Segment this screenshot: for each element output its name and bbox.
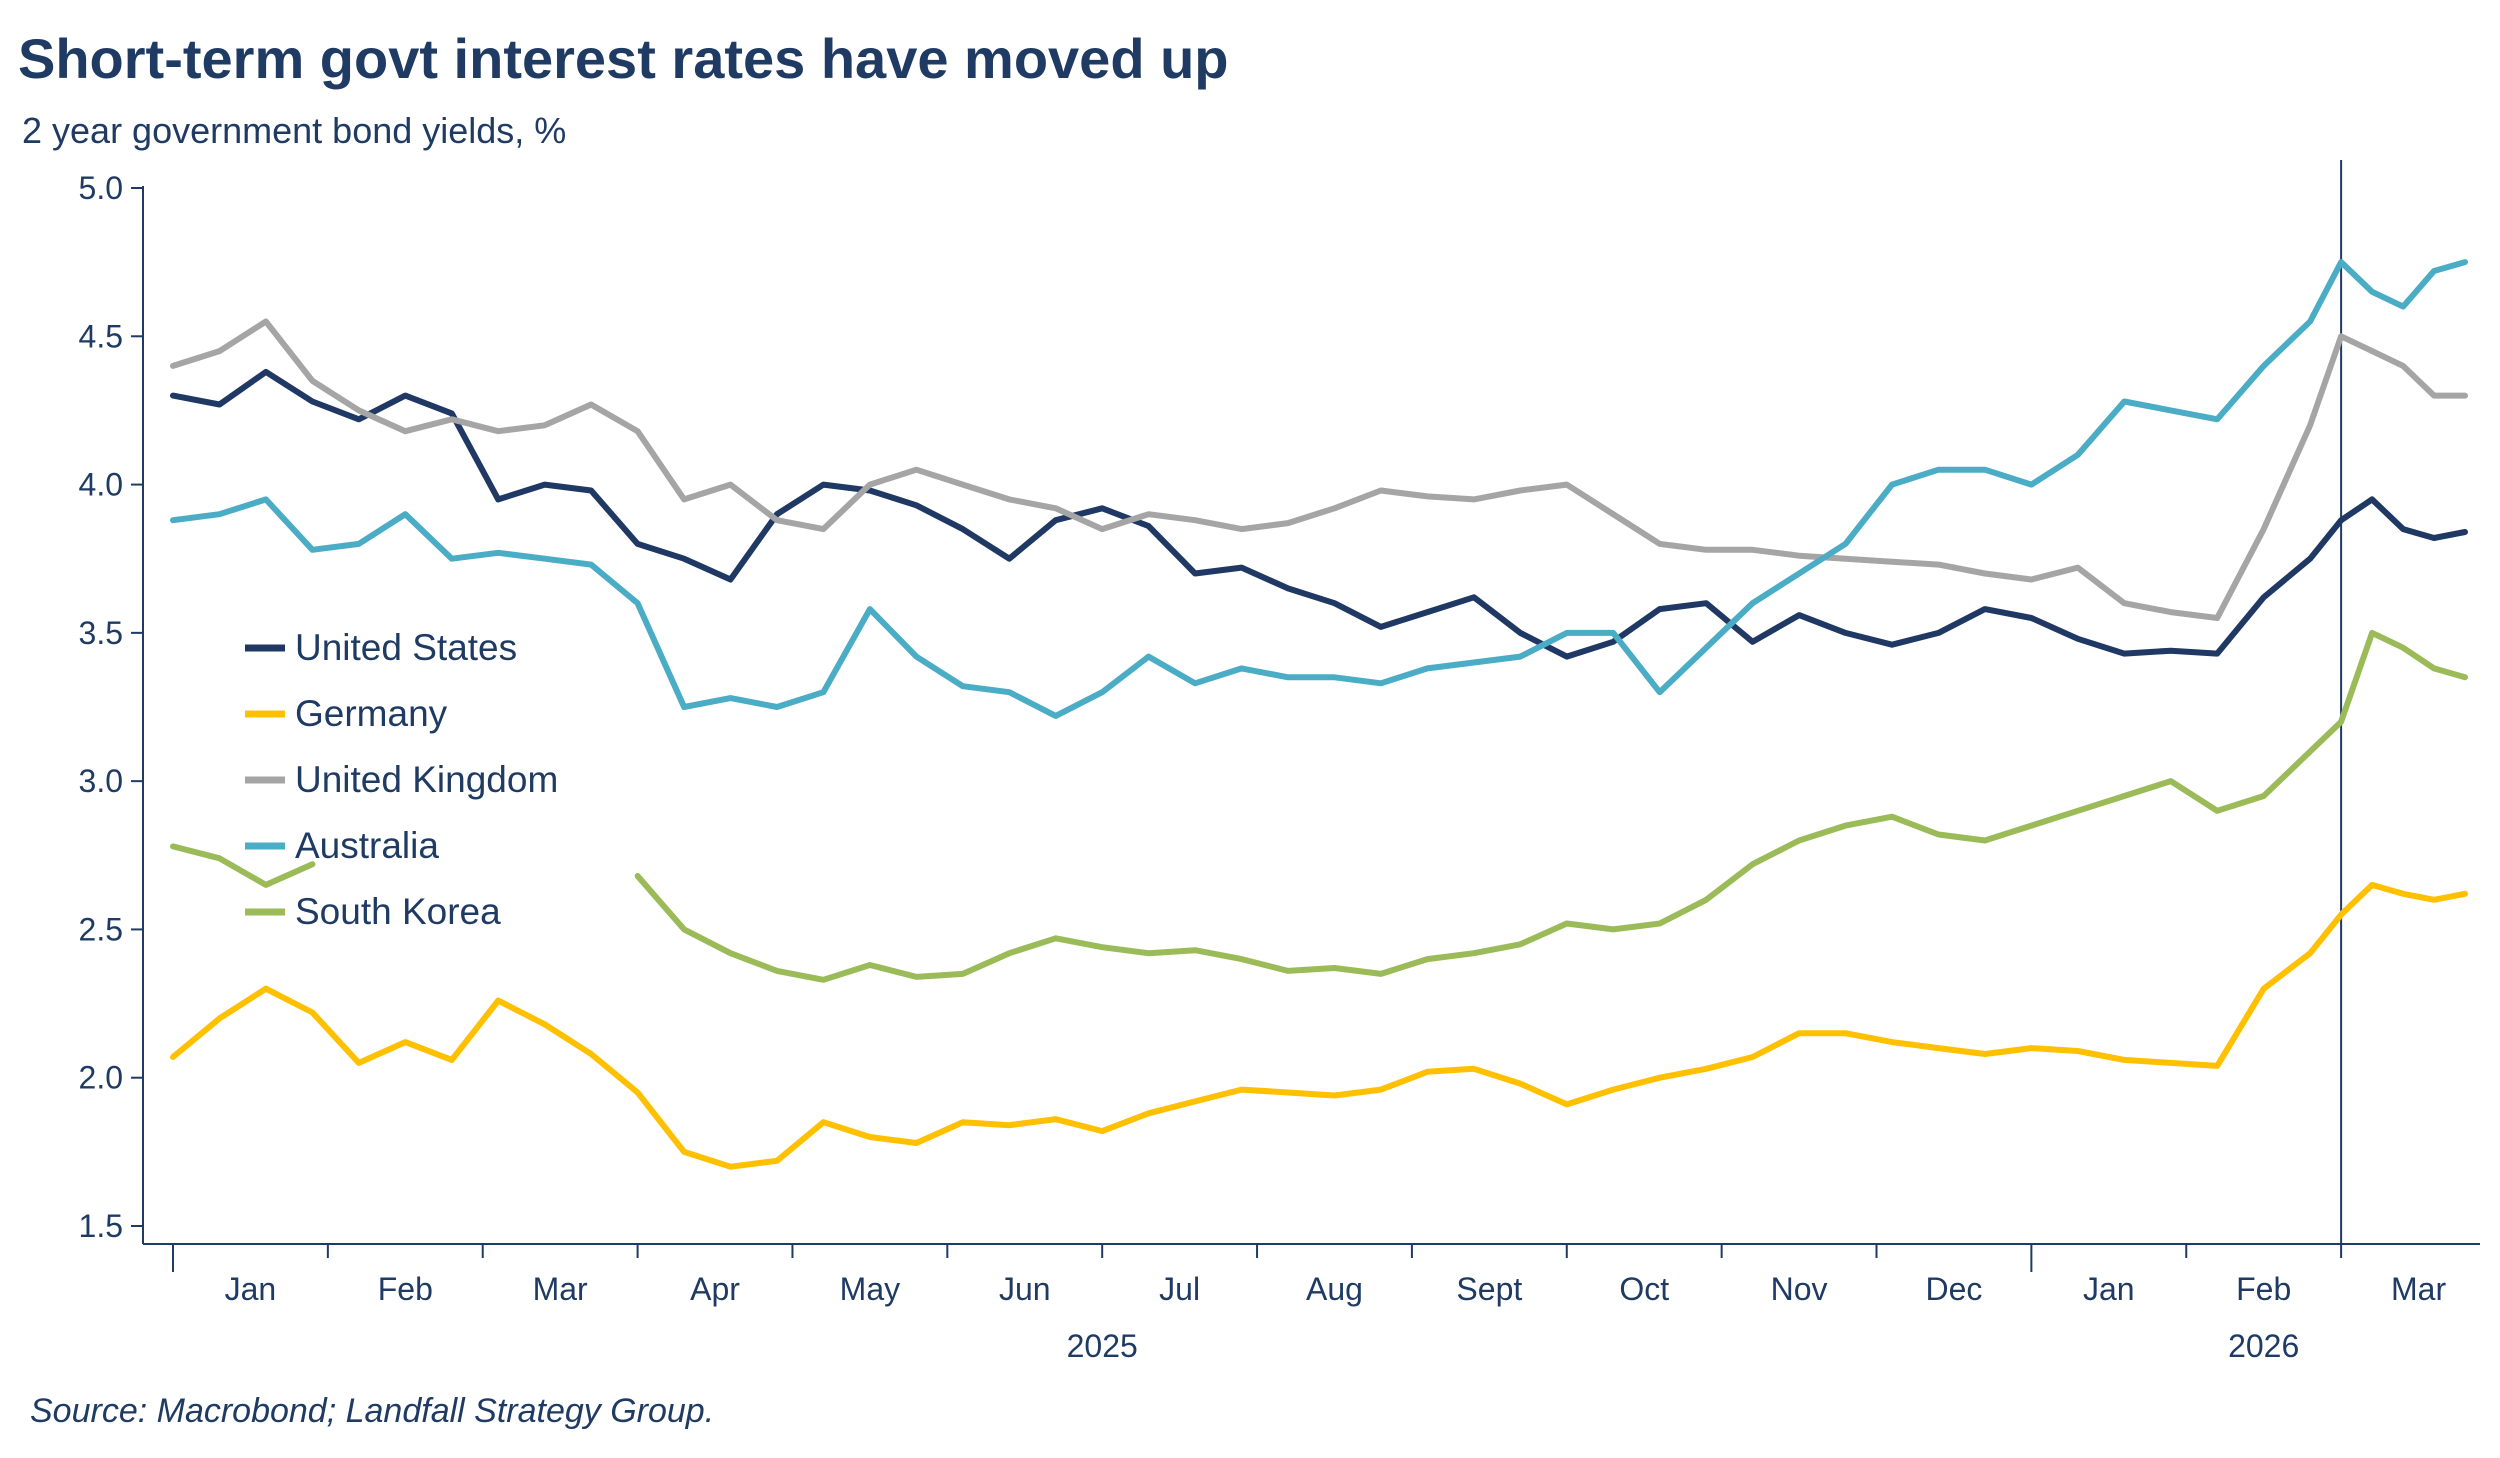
x-month-label: Jan: [2083, 1271, 2135, 1307]
series-line-united-states: [170, 368, 2468, 660]
x-year-label: 2026: [2228, 1328, 2299, 1364]
x-month-label: Mar: [2391, 1271, 2446, 1307]
y-tick-label: 5.0: [79, 170, 123, 206]
legend: United States Germany United Kingdom Austra…: [245, 627, 558, 932]
x-month-label: Sept: [1456, 1271, 1522, 1307]
x-month-label: Mar: [533, 1271, 588, 1307]
series-line-germany: [170, 881, 2468, 1170]
x-month-label: Oct: [1619, 1271, 1669, 1307]
legend-label-germany: Germany: [295, 693, 448, 734]
x-month-label: Jun: [999, 1271, 1051, 1307]
x-month-label: Jan: [225, 1271, 277, 1307]
legend-label-united-kingdom: United Kingdom: [295, 759, 558, 800]
series-line-south-korea: [634, 629, 2468, 983]
source-note: Source: Macrobond; Landfall Strategy Gro…: [30, 1392, 715, 1430]
series-layer: [170, 259, 2468, 1170]
x-month-label: Dec: [1925, 1271, 1982, 1307]
series-line-south-korea: [170, 843, 316, 888]
chart-title: Short-term govt interest rates have move…: [18, 27, 1229, 90]
x-month-label: Feb: [378, 1271, 433, 1307]
y-tick-label: 4.5: [79, 318, 123, 354]
y-tick-label: 2.5: [79, 911, 123, 947]
legend-label-united-states: United States: [295, 627, 517, 668]
series-line-united-kingdom: [170, 318, 2468, 621]
y-tick-label: 1.5: [79, 1208, 123, 1244]
x-month-label: Aug: [1306, 1271, 1363, 1307]
chart-subtitle: 2 year government bond yields, %: [22, 110, 567, 151]
legend-label-australia: Australia: [295, 825, 439, 866]
y-tick-label: 3.5: [79, 615, 123, 651]
x-month-label: Feb: [2236, 1271, 2291, 1307]
x-month-label: Jul: [1159, 1271, 1200, 1307]
y-tick-label: 2.0: [79, 1060, 123, 1096]
x-month-label: Nov: [1771, 1271, 1828, 1307]
y-tick-label: 3.0: [79, 763, 123, 799]
y-tick-label: 4.0: [79, 467, 123, 503]
x-month-label: May: [840, 1271, 900, 1307]
x-year-label: 2025: [1067, 1328, 1138, 1364]
x-month-label: Apr: [690, 1271, 740, 1307]
series-line-australia: [170, 259, 2468, 719]
y-axis: 5.0 4.5 4.0 3.5 3.0 2.5 2.0 1.5: [79, 170, 144, 1244]
legend-label-south-korea: South Korea: [295, 891, 501, 932]
x-axis: Jan Feb Mar Apr May Jun Jul Aug Sept Oct Nov Dec Jan…: [143, 1243, 2480, 1364]
